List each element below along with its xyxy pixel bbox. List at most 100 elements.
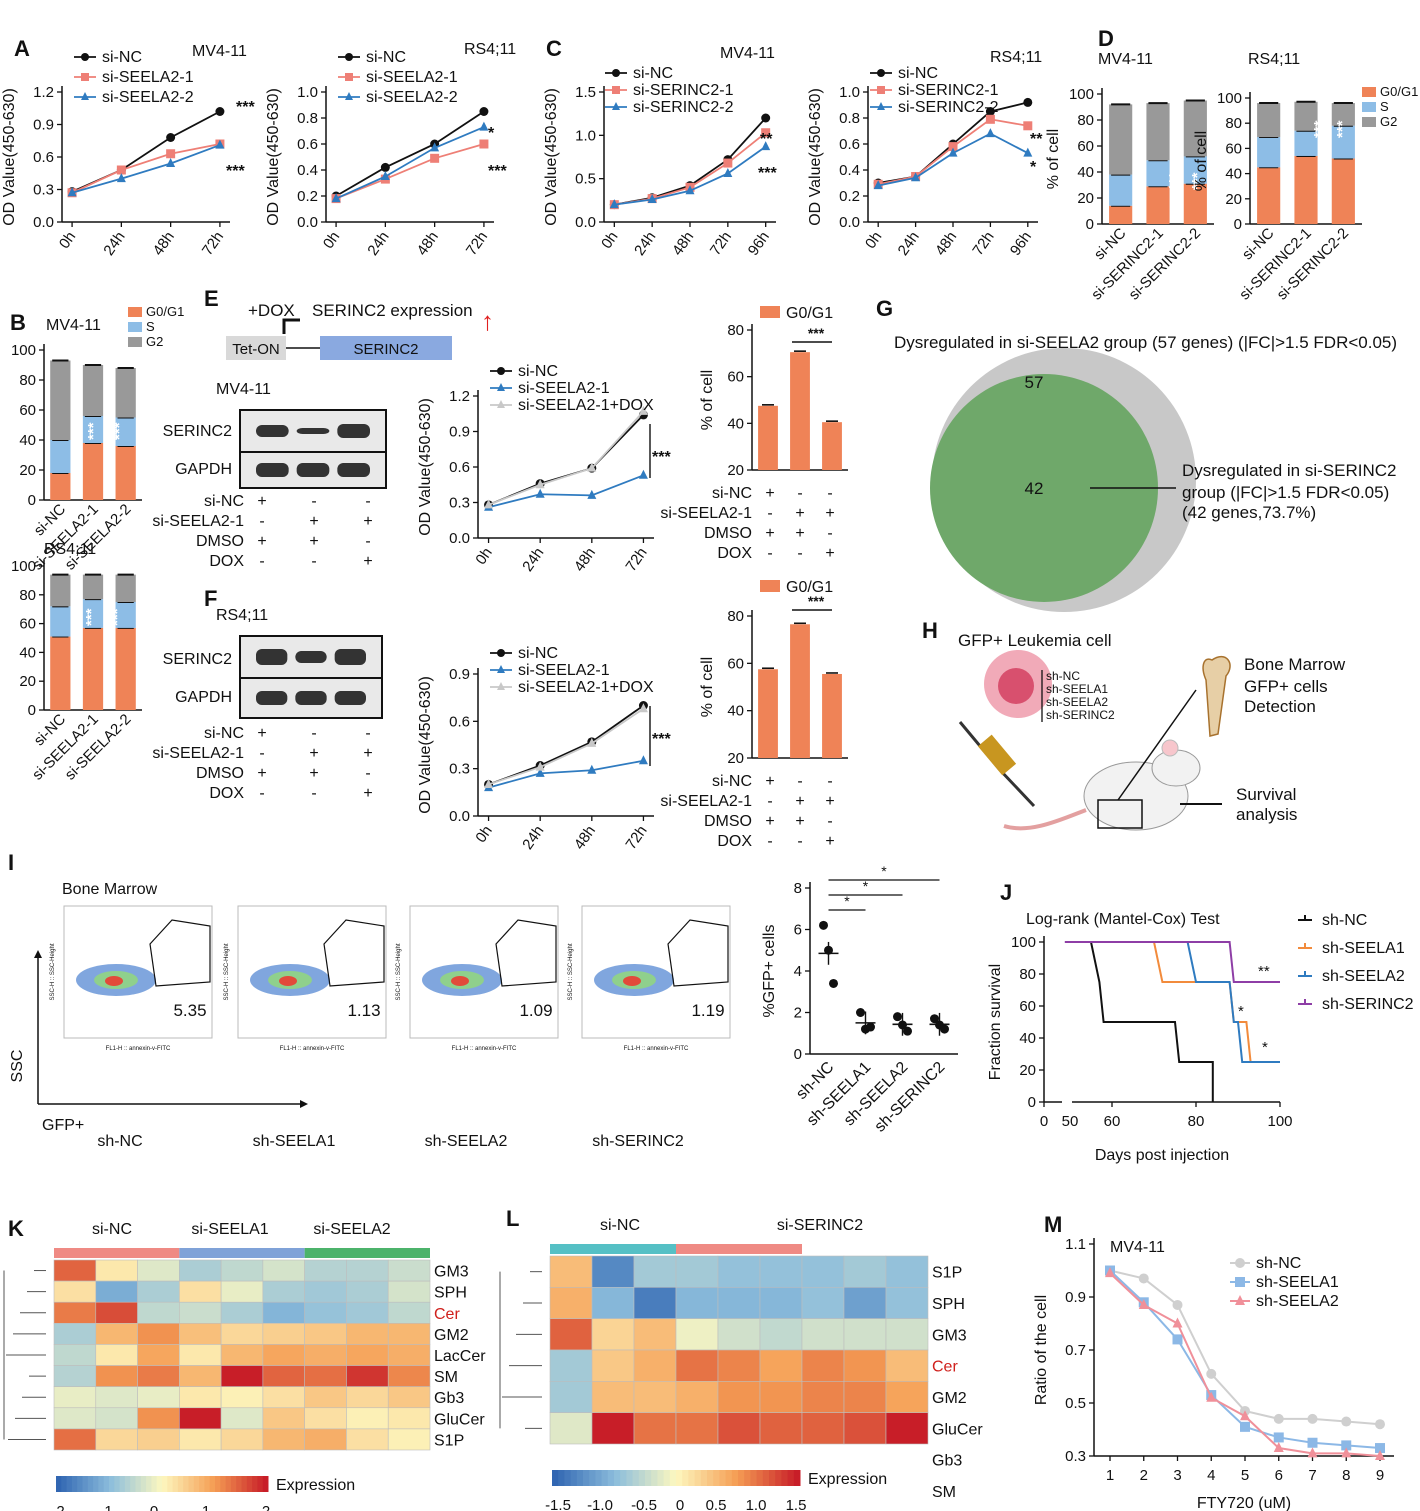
heatmap-cell <box>95 1428 138 1451</box>
chart-A1: 0.0 0.3 0.6 0.9 1.2 OD Value(450-630) 0h 24h 48h… <box>1 43 255 259</box>
legend-label: si-NC <box>898 65 938 82</box>
y-axis-label: % of cell <box>699 657 716 717</box>
y-tick-label: 80 <box>727 608 744 625</box>
y-tick-label: 80 <box>1019 966 1036 983</box>
heatmap-cell <box>801 1255 845 1288</box>
legend-gradient <box>632 1470 640 1486</box>
bar <box>822 422 842 470</box>
y-tick-label: 20 <box>727 750 744 767</box>
panel-letter: A <box>14 36 30 61</box>
legend-gradient <box>109 1476 115 1492</box>
x-tick-label: 48h <box>571 823 599 853</box>
data-point <box>166 158 176 167</box>
data-point <box>430 142 440 152</box>
bar <box>790 352 810 470</box>
data-point <box>819 920 828 930</box>
heatmap-cell <box>53 1428 97 1451</box>
legend-gradient <box>552 1470 559 1486</box>
teton-label: Tet-ON <box>232 341 280 358</box>
heatmap-cell <box>304 1365 347 1387</box>
condition-label: DOX <box>209 785 244 802</box>
y-tick-label: 1.5 <box>575 84 596 101</box>
series-line-si-SEELA2-1+DOX <box>488 707 644 786</box>
legend-gradient <box>583 1470 590 1486</box>
x-tick-label: 0h <box>320 229 343 252</box>
legend-label: si-SEELA2-2 <box>102 89 194 106</box>
condition-sign: - <box>365 725 370 742</box>
x-tick-label: 50 <box>1062 1113 1079 1130</box>
data-point <box>940 1024 949 1034</box>
blot-band <box>256 691 288 705</box>
data-point <box>877 102 885 110</box>
significance-label: *** <box>808 325 825 341</box>
legend-label: sh-SERINC2 <box>1322 996 1414 1013</box>
venn-title: Dysregulated in si-SEELA2 group (57 gene… <box>894 333 1397 352</box>
mouse-tail-icon <box>1003 808 1087 831</box>
condition-sign: + <box>257 725 266 742</box>
condition-sign: + <box>765 773 774 790</box>
legend-gradient <box>252 1476 258 1492</box>
condition-label: si-NC <box>712 773 752 790</box>
y-tick-label: 0.6 <box>449 713 470 730</box>
data-point <box>215 107 225 116</box>
significance-label: *** <box>1166 172 1183 190</box>
bar-S <box>1331 125 1355 159</box>
condition-sign: - <box>259 553 264 570</box>
y-tick-label: 0 <box>28 702 36 719</box>
legend-gradient <box>246 1476 253 1492</box>
condition-table: si-NC + - -si-SEELA2-1- + +DMSO + + -DOX - - + <box>152 493 372 570</box>
data-point <box>1023 121 1033 131</box>
y-tick-label: 0.8 <box>839 110 860 127</box>
y-tick-label: 0 <box>1234 216 1242 233</box>
legend-gradient <box>657 1470 665 1486</box>
nucleus-icon <box>998 668 1034 704</box>
legend-gradient <box>576 1470 584 1486</box>
bar-G2 <box>1109 104 1133 175</box>
legend-tick-label: 0 <box>676 1497 684 1511</box>
significance-label: *** <box>758 165 777 182</box>
condition-sign: + <box>309 745 318 762</box>
condition-sign: - <box>259 785 264 802</box>
data-point <box>116 173 126 183</box>
legend-gradient <box>151 1476 158 1492</box>
condition-sign: + <box>363 553 372 570</box>
condition-label: si-SEELA2-1 <box>660 505 752 522</box>
legend-gradient <box>707 1470 714 1486</box>
legend-gradient <box>719 1470 727 1486</box>
heatmap-cell <box>53 1365 97 1387</box>
group-label: si-NC <box>92 1221 132 1238</box>
y-tick-label: 40 <box>1225 166 1242 183</box>
y-tick-label: 80 <box>727 322 744 339</box>
flow-group-label: sh-NC <box>97 1133 142 1150</box>
heatmap-cell <box>549 1255 593 1288</box>
heatmap-cell <box>387 1365 431 1387</box>
group-bar <box>54 1248 180 1258</box>
gate-percentage: 5.35 <box>173 1001 206 1020</box>
x-axis-label: FTY720 (uM) <box>1197 1495 1291 1511</box>
heatmap-cell <box>675 1412 719 1445</box>
heatmap-cell <box>346 1386 389 1409</box>
legend-gradient <box>626 1470 634 1486</box>
heatmap-cell <box>95 1301 138 1324</box>
blot-label: GAPDH <box>175 689 232 706</box>
heatmap-cell <box>801 1349 845 1382</box>
x-tick-label: 9 <box>1376 1467 1384 1484</box>
y-tick-label: 60 <box>1225 140 1242 157</box>
heatmap-cell <box>387 1259 431 1282</box>
heatmap-cell <box>387 1428 431 1451</box>
chart-title: MV4-11 <box>46 317 101 334</box>
condition-label: si-NC <box>204 493 244 510</box>
significance-label: * <box>1262 1039 1268 1056</box>
heatmap-cell <box>179 1259 222 1282</box>
gene-box <box>320 336 452 360</box>
bar-S <box>1257 137 1281 168</box>
x-tick-label: 8 <box>1342 1467 1350 1484</box>
data-point <box>873 180 883 190</box>
legend-label: G0/G1 <box>786 305 833 322</box>
flow-density-red <box>279 976 297 986</box>
data-point <box>877 86 885 94</box>
legend-gradient <box>756 1470 764 1486</box>
y-tick-label: 4 <box>794 963 802 980</box>
legend-gradient <box>135 1476 142 1492</box>
up-arrow-icon: ↑ <box>481 306 494 336</box>
